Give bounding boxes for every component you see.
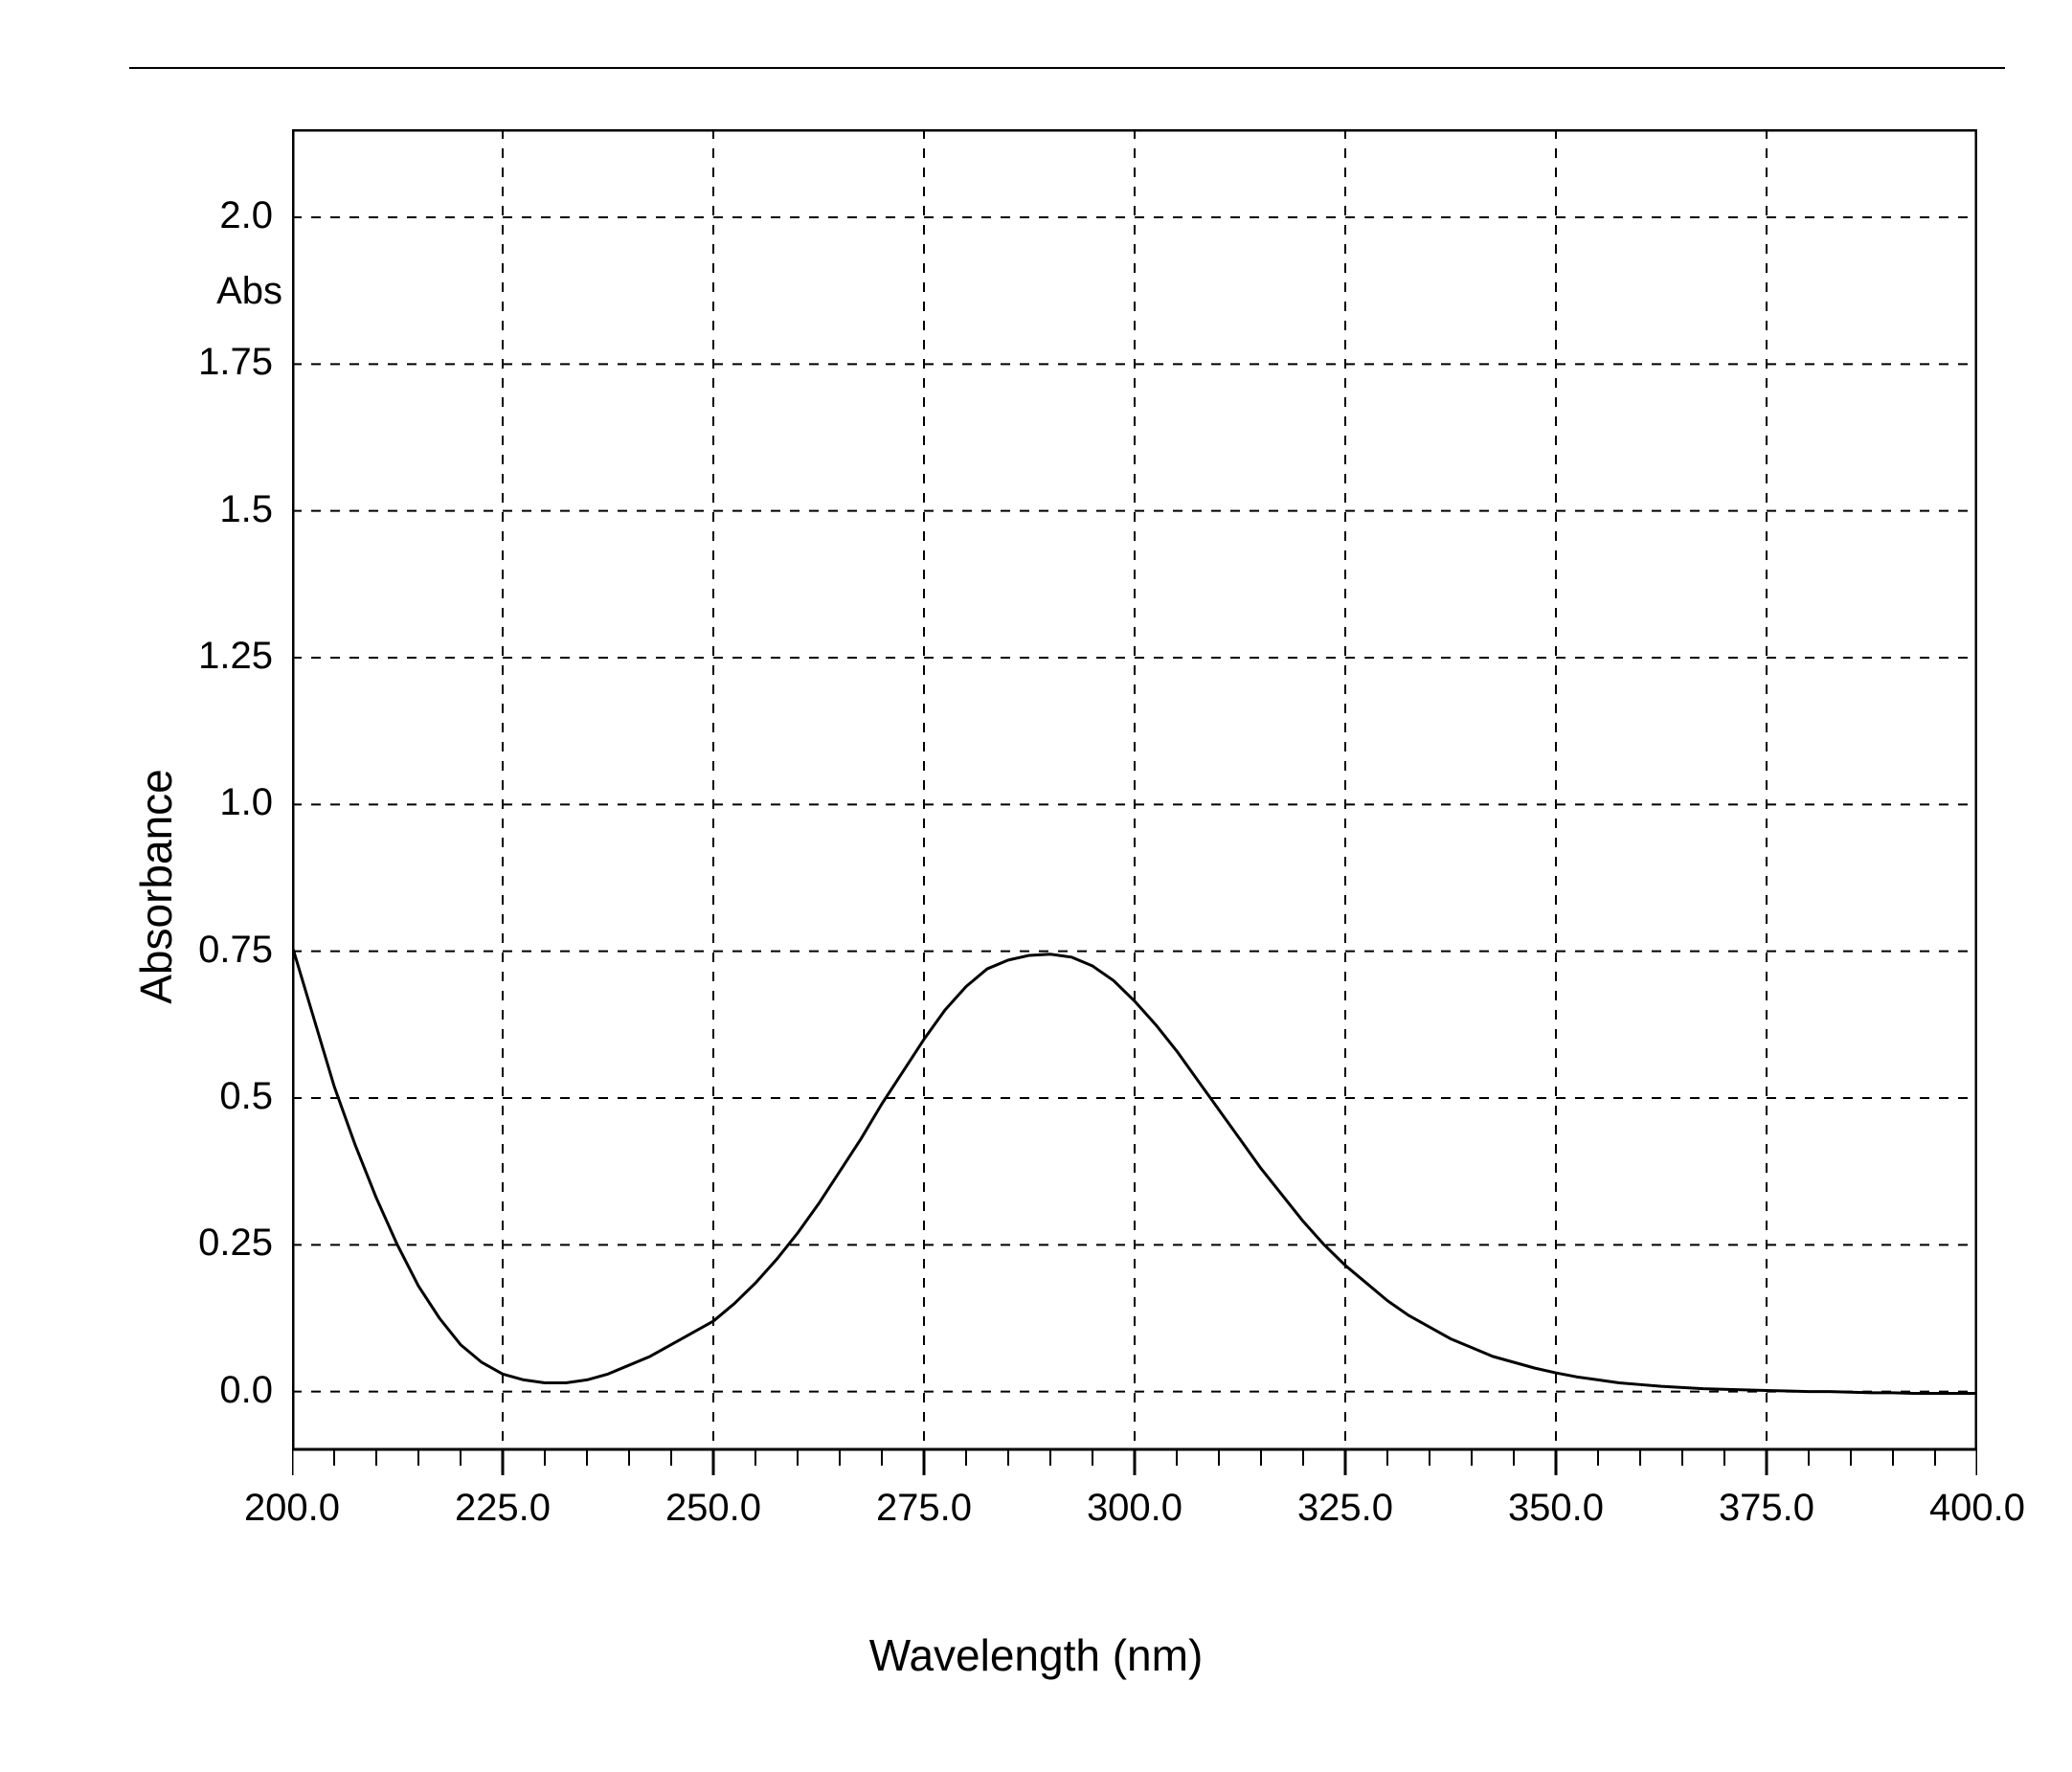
x-tick-label: 275.0 bbox=[857, 1487, 991, 1530]
inset-axis-label: Abs bbox=[177, 270, 282, 313]
y-tick-label: 0.75 bbox=[168, 929, 273, 972]
chart-svg bbox=[292, 129, 1977, 1541]
page: Absorbance 0.00.250.50.751.01.251.51.752… bbox=[0, 0, 2072, 1772]
x-tick-label: 325.0 bbox=[1278, 1487, 1412, 1530]
y-tick-label: 1.5 bbox=[168, 488, 273, 531]
x-tick-label: 375.0 bbox=[1700, 1487, 1834, 1530]
y-tick-label: 1.75 bbox=[168, 341, 273, 384]
x-tick-label: 350.0 bbox=[1489, 1487, 1623, 1530]
y-tick-label: 1.25 bbox=[168, 635, 273, 678]
x-axis-label: Wavelength (nm) bbox=[0, 1629, 2072, 1681]
spectrum-chart: 0.00.250.50.751.01.251.51.752.0 200.0225… bbox=[292, 129, 1977, 1541]
x-tick-label: 300.0 bbox=[1068, 1487, 1202, 1530]
x-tick-label: 400.0 bbox=[1910, 1487, 2044, 1530]
y-tick-label: 0.25 bbox=[168, 1222, 273, 1265]
x-tick-label: 200.0 bbox=[225, 1487, 359, 1530]
y-tick-label: 0.0 bbox=[168, 1369, 273, 1412]
top-rule bbox=[129, 67, 2005, 69]
y-tick-label: 2.0 bbox=[168, 194, 273, 237]
x-tick-label: 225.0 bbox=[436, 1487, 570, 1530]
y-tick-label: 1.0 bbox=[168, 781, 273, 824]
y-tick-label: 0.5 bbox=[168, 1075, 273, 1118]
x-tick-label: 250.0 bbox=[646, 1487, 780, 1530]
